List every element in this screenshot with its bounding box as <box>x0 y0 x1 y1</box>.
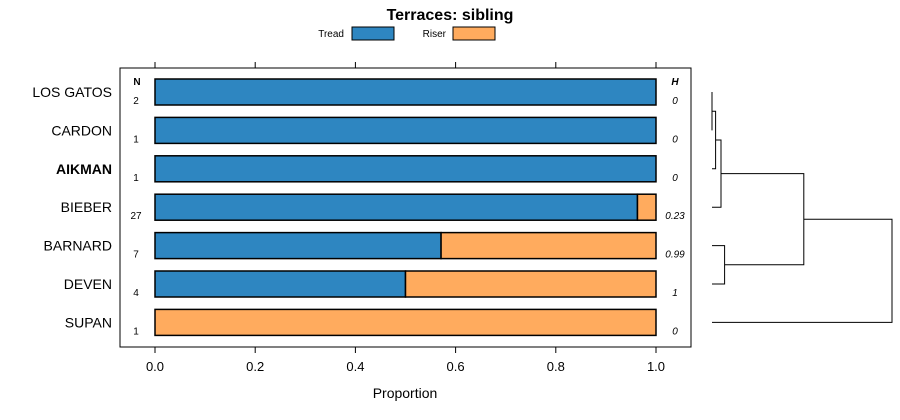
n-value-supan: 1 <box>133 326 139 337</box>
x-tick-label-2: 0.4 <box>346 359 364 374</box>
chart-title: Terraces: sibling <box>387 7 514 24</box>
category-label-supan: SUPAN <box>65 314 112 330</box>
n-value-bieber: 27 <box>130 211 142 222</box>
h-value-barnard: 0.99 <box>665 250 685 261</box>
category-label-barnard: BARNARD <box>44 238 112 254</box>
dendrogram-link-2 <box>712 139 722 208</box>
h-column-header: H <box>671 77 679 88</box>
x-tick-label-0: 0.0 <box>146 359 164 374</box>
bar-tread-aikman <box>154 155 657 183</box>
x-tick-label-5: 1.0 <box>647 359 665 374</box>
bar-tread-barnard <box>154 231 442 260</box>
x-axis-title: Proportion <box>373 385 438 401</box>
n-values: 2 1 1 27 7 4 1 <box>130 96 142 337</box>
x-axis: 0.0 0.2 0.4 0.6 0.8 1.0 <box>146 62 665 374</box>
dendrogram-link-5 <box>712 218 893 323</box>
legend: Tread Riser <box>318 26 496 41</box>
bar-tread-deven <box>154 270 407 298</box>
category-labels: LOS GATOS CARDON AIKMAN BIEBER BARNARD DEVEN S… <box>32 84 112 330</box>
bar-tread-los-gatos <box>154 78 657 106</box>
h-value-supan: 0 <box>672 326 678 337</box>
bar-riser-bieber <box>636 193 657 221</box>
plot-frame <box>119 67 692 348</box>
legend-swatch-riser <box>452 26 496 41</box>
legend-label-tread: Tread <box>318 29 344 40</box>
bar-tread-cardon <box>154 116 657 145</box>
n-column-header: N <box>133 77 140 88</box>
h-value-los-gatos: 0 <box>672 96 678 107</box>
h-value-aikman: 0 <box>672 173 678 184</box>
dendrogram-link-1 <box>712 110 717 170</box>
n-value-aikman: 1 <box>133 173 139 184</box>
category-label-cardon: CARDON <box>51 122 112 138</box>
category-label-deven: DEVEN <box>64 276 112 292</box>
h-value-cardon: 0 <box>672 134 678 145</box>
h-value-deven: 1 <box>672 288 678 299</box>
dendrogram <box>711 92 893 323</box>
x-tick-label-3: 0.6 <box>447 359 465 374</box>
dendrogram-link-4 <box>721 173 805 266</box>
category-label-aikman: AIKMAN <box>56 161 112 177</box>
n-value-cardon: 1 <box>133 134 139 145</box>
n-value-deven: 4 <box>133 288 139 299</box>
bar-riser-barnard <box>440 231 657 260</box>
bar-tread-bieber <box>154 193 639 221</box>
x-tick-label-4: 0.8 <box>547 359 565 374</box>
bar-riser-supan <box>154 308 657 337</box>
bars-layer <box>154 78 657 337</box>
n-value-barnard: 7 <box>133 250 139 261</box>
n-value-los-gatos: 2 <box>133 96 139 107</box>
x-tick-label-1: 0.2 <box>246 359 264 374</box>
h-values: 0 0 0 0.23 0.99 1 0 <box>665 96 685 337</box>
legend-swatch-tread <box>351 26 395 41</box>
dendrogram-link-3 <box>712 245 726 285</box>
legend-label-riser: Riser <box>423 29 447 40</box>
bar-riser-deven <box>404 270 657 298</box>
category-label-los-gatos: LOS GATOS <box>32 84 112 100</box>
category-label-bieber: BIEBER <box>61 199 112 215</box>
h-value-bieber: 0.23 <box>665 211 685 222</box>
